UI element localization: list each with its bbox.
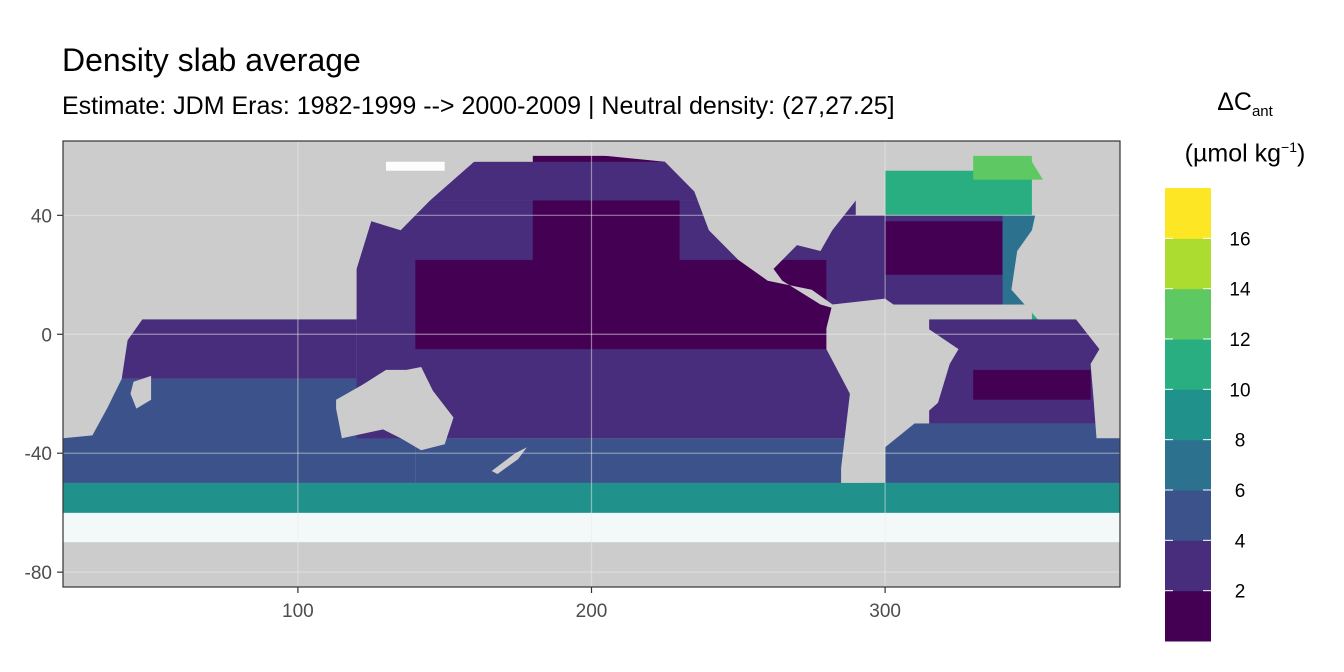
- land-north-america: [562, 141, 886, 311]
- legend-label: 12: [1229, 330, 1250, 351]
- chart-subtitle: Estimate: JDM Eras: 1982-1999 --> 2000-2…: [62, 92, 895, 120]
- region-south-atlantic-gyre-core: [973, 369, 1091, 400]
- land-greenland: [914, 141, 1003, 156]
- y-tick-label: -40: [25, 444, 52, 465]
- land-south-america: [826, 298, 959, 498]
- legend-swatch: [1165, 238, 1211, 290]
- legend-swatch: [1165, 188, 1211, 239]
- region-north-atlantic-core: [885, 221, 1003, 275]
- land-africa-east: [63, 245, 157, 439]
- legend-swatch: [1165, 590, 1211, 642]
- x-tick-label: 100: [282, 601, 314, 622]
- region-labrador-sea: [973, 155, 1047, 180]
- legend-label: 8: [1235, 431, 1246, 452]
- y-tick-label: -80: [25, 563, 52, 584]
- region-south-pacific-band: [415, 438, 856, 483]
- legend-label: 2: [1235, 582, 1246, 603]
- land-india: [203, 262, 263, 311]
- grid-lines: [63, 141, 1120, 587]
- land-australia: [336, 367, 454, 451]
- land-madagascar: [130, 375, 152, 409]
- legend-label: 16: [1229, 229, 1250, 250]
- x-tick-label: 200: [576, 601, 608, 622]
- legend-swatch: [1165, 288, 1211, 340]
- y-tick-label: 0: [41, 325, 52, 346]
- legend-swatch: [1165, 490, 1211, 541]
- legend-swatch: [1165, 439, 1211, 491]
- legend-swatch: [1165, 339, 1211, 390]
- chart-title: Density slab average: [62, 42, 361, 78]
- legend-colorbar: 2 4 6 8 10 12 14 16: [1165, 188, 1251, 642]
- y-tick-label: 40: [31, 206, 52, 227]
- legend-label: 4: [1235, 531, 1246, 552]
- land-new-zealand: [491, 447, 527, 474]
- legend-swatch: [1165, 540, 1211, 592]
- legend-title-unit: (µmol kg−1): [1184, 139, 1306, 168]
- missing-arctic-sea: [386, 161, 445, 171]
- legend-label: 14: [1229, 280, 1251, 301]
- x-tick-label: 300: [869, 601, 901, 622]
- legend-swatch: [1165, 389, 1211, 441]
- legend-label: 6: [1235, 481, 1246, 502]
- legend-label: 10: [1229, 380, 1250, 401]
- region-tropical-indian: [121, 319, 357, 379]
- legend-title-quantity: ΔCant: [1217, 88, 1273, 120]
